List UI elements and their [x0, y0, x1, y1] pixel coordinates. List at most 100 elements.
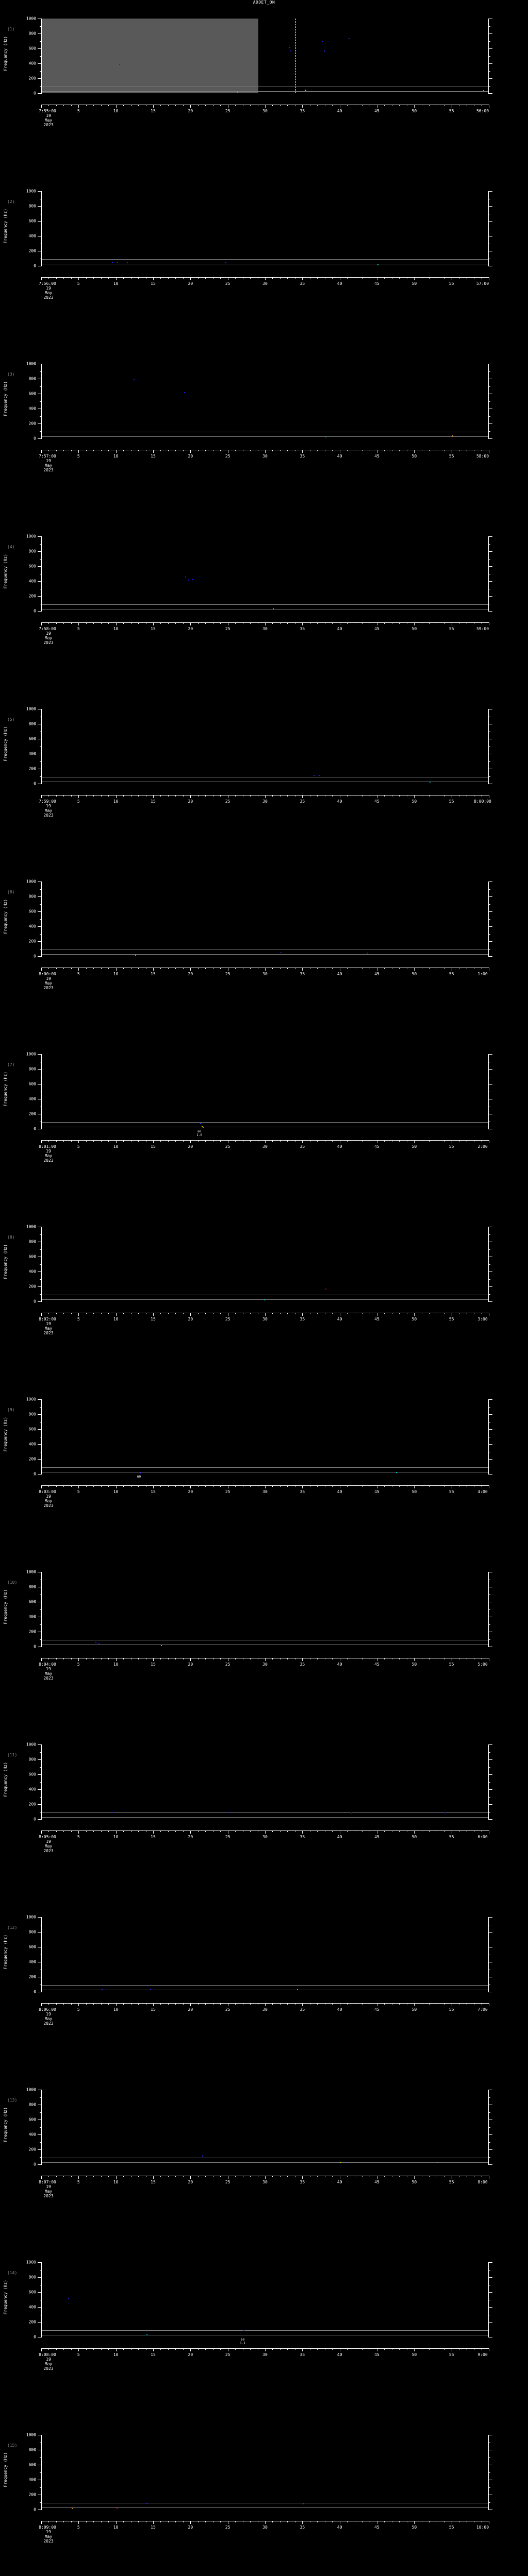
x-tick-label: 20: [188, 2525, 193, 2530]
y-tick-right: [488, 1399, 492, 1400]
x-tick-label: 55: [449, 2525, 454, 2530]
x-tick-label: 25: [225, 626, 230, 631]
y-tick-label: 800: [28, 2275, 36, 2280]
x-tick-minor: [63, 2521, 64, 2522]
y-tick-right: [488, 2277, 492, 2278]
y-tick-right: [488, 1774, 492, 1775]
x-tick-label: 20: [188, 1144, 193, 1149]
x-tick-label: 45: [374, 2352, 380, 2357]
x-tick-minor: [332, 450, 333, 451]
detection-annotation: 60 1.1: [240, 2338, 246, 2345]
detection-point: [323, 50, 325, 52]
detection-point: [243, 2330, 244, 2331]
x-tick-minor: [197, 1485, 199, 1487]
y-tick-label: 1000: [26, 1742, 36, 1747]
y-tick-minor-right: [488, 761, 490, 762]
x-tick: [190, 1658, 191, 1661]
x-tick-label: 20: [188, 281, 193, 286]
x-tick-minor: [108, 2521, 109, 2522]
x-tick-minor: [235, 1485, 236, 1487]
x-tick-minor: [71, 2521, 72, 2522]
x-tick-label: 15: [151, 1835, 156, 1839]
x-tick: [78, 2348, 79, 2351]
x-tick-label: 45: [374, 109, 380, 113]
y-axis-title: Frequency (Hz): [3, 1244, 8, 1279]
x-tick: [414, 1313, 415, 1316]
y-tick: [38, 896, 42, 897]
x-tick-label: 40: [337, 626, 342, 631]
y-tick-minor: [40, 2502, 42, 2503]
x-tick-minor: [332, 277, 333, 279]
x-axis-end-label: 10:00: [476, 2525, 489, 2530]
y-tick-label: 200: [28, 1284, 36, 1289]
x-tick-minor: [272, 1658, 273, 1659]
x-tick: [153, 2176, 154, 2179]
y-tick-minor-right: [488, 2502, 490, 2503]
x-tick-minor: [56, 1658, 57, 1659]
x-tick-minor: [56, 1485, 57, 1487]
x-tick-minor: [429, 622, 430, 624]
x-tick: [41, 1831, 42, 1834]
plot-area: 0 200 400 600 800 1000: [26, 1052, 492, 1131]
x-tick: [41, 2176, 42, 2179]
x-tick-minor: [272, 1140, 273, 1142]
x-tick-minor: [429, 795, 430, 796]
plot-title: ADDET_ON: [253, 0, 275, 5]
x-tick-minor: [108, 2003, 109, 2005]
y-tick-minor: [40, 2112, 42, 2113]
y-tick: [38, 206, 42, 207]
x-tick-minor: [347, 622, 348, 624]
x-tick-minor: [384, 450, 385, 451]
x-axis-end-label: 1:00: [477, 972, 488, 976]
x-tick-label: 20: [188, 626, 193, 631]
x-tick-minor: [399, 2003, 400, 2005]
x-tick-minor: [347, 795, 348, 796]
x-tick-minor: [287, 2003, 288, 2005]
x-tick: [153, 1831, 154, 1834]
x-tick-minor: [138, 968, 139, 969]
y-tick-minor-right: [488, 558, 490, 560]
x-tick-minor: [71, 968, 72, 969]
y-tick-right: [488, 551, 492, 552]
x-tick-minor: [168, 795, 169, 796]
x-tick-minor: [429, 2003, 430, 2005]
x-tick-label: 25: [225, 109, 230, 113]
y-tick-label: 400: [28, 1614, 36, 1619]
x-tick-label: 5: [77, 1489, 80, 1494]
y-tick-label: 1000: [26, 1397, 36, 1402]
x-tick-minor: [86, 1485, 87, 1487]
y-tick-minor: [40, 2142, 42, 2143]
x-tick-minor: [101, 2003, 102, 2005]
x-tick-minor: [63, 2348, 64, 2350]
y-tick-label: 1000: [26, 1914, 36, 1920]
x-tick-label: 55: [449, 1317, 454, 1321]
x-tick-minor: [175, 968, 176, 969]
x-tick: [265, 622, 266, 625]
x-axis-start-label: 8:01:00: [39, 1144, 56, 1149]
x-tick-minor: [86, 2003, 87, 2005]
x-tick-minor: [175, 1313, 176, 1314]
y-tick-label: 600: [28, 391, 36, 396]
detection-point: [288, 47, 290, 48]
x-tick-minor: [287, 2348, 288, 2350]
y-tick-label: 200: [28, 1974, 36, 1979]
y-tick-label: 1000: [26, 706, 36, 711]
x-tick-minor: [272, 2348, 273, 2350]
x-tick-minor: [317, 1485, 318, 1487]
x-axis-start-label: 8:08:00: [39, 2352, 56, 2357]
x-tick-minor: [317, 1313, 318, 1314]
x-tick: [414, 2176, 415, 2179]
x-tick: [116, 2003, 117, 2006]
y-tick: [38, 1286, 42, 1287]
y-tick: [38, 1917, 42, 1918]
y-tick: [38, 1399, 42, 1400]
y-tick-right: [488, 941, 492, 942]
x-tick-label: 10: [113, 2525, 119, 2530]
x-tick-minor: [205, 968, 206, 969]
y-tick-label: 0: [34, 781, 36, 786]
x-tick: [302, 622, 303, 625]
y-axis-title: Frequency (Hz): [3, 899, 8, 934]
x-tick: [414, 622, 415, 625]
x-tick-label: 5: [77, 109, 80, 113]
threshold-gridline: [42, 954, 488, 955]
